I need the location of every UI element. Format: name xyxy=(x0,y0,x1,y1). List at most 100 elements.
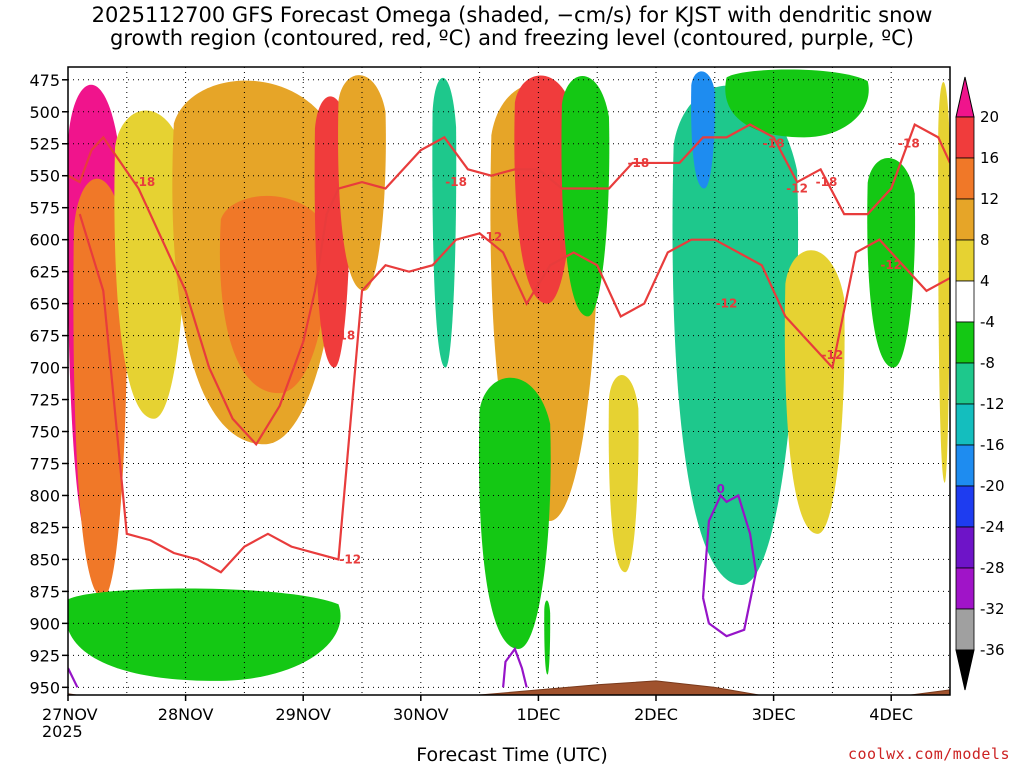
contour-freezing-0 xyxy=(68,667,79,688)
y-tick-label-575: 575 xyxy=(29,199,60,218)
colorbar-label-0: 20 xyxy=(980,108,999,126)
y-tick-label-950: 950 xyxy=(29,678,60,697)
y-tick-label-550: 550 xyxy=(29,167,60,186)
chart-title-line1: 2025112700 GFS Forecast Omega (shaded, −… xyxy=(91,3,933,27)
y-tick-label-625: 625 xyxy=(29,263,60,282)
omega-region-4 xyxy=(219,195,328,394)
contour-label-minus12-3: -12 xyxy=(786,182,808,196)
y-tick-label-525: 525 xyxy=(29,135,60,154)
y-tick-label-925: 925 xyxy=(29,646,60,665)
omega-region-2 xyxy=(114,110,187,419)
colorbar-box-10 xyxy=(955,526,975,569)
colorbar-label-12: -32 xyxy=(980,600,1005,618)
omega-region-10 xyxy=(561,75,610,317)
omega-region-18 xyxy=(68,588,341,681)
x-tick-sublabel-27NOV: 2025 xyxy=(42,722,83,741)
colorbar-box-2 xyxy=(955,198,975,241)
chart-title: 2025112700 GFS Forecast Omega (shaded, −… xyxy=(0,4,1024,50)
omega-region-13 xyxy=(691,71,715,189)
y-tick-label-475: 475 xyxy=(29,71,60,90)
colorbar-label-11: -28 xyxy=(980,559,1005,577)
colorbar-box-3 xyxy=(955,239,975,282)
y-tick-label-700: 700 xyxy=(29,359,60,378)
y-tick-label-500: 500 xyxy=(29,103,60,122)
contour-freezing-2 xyxy=(701,493,758,638)
colorbar-box-11 xyxy=(955,567,975,610)
y-tick-label-725: 725 xyxy=(29,391,60,410)
colorbar-box-8 xyxy=(955,444,975,487)
credit-link[interactable]: coolwx.com/models xyxy=(847,745,1010,763)
plot-frame xyxy=(67,66,951,696)
colorbar-label-6: -8 xyxy=(980,354,995,372)
y-tick-label-850: 850 xyxy=(29,550,60,569)
colorbar-bottom-arrow xyxy=(955,649,975,691)
contour-label-minus12-0: -12 xyxy=(339,552,361,566)
chart-title-line2: growth region (contoured, red, ºC) and f… xyxy=(110,26,914,50)
colorbar-box-1 xyxy=(955,157,975,200)
colorbar-box-4 xyxy=(955,280,975,323)
omega-region-12 xyxy=(672,85,799,586)
contour-label-minus18-2: -18 xyxy=(445,175,467,189)
y-tick-label-675: 675 xyxy=(29,327,60,346)
x-tick-label-2DEC: 2DEC xyxy=(634,705,678,724)
contour-dgz-minus12 xyxy=(78,213,950,574)
y-tick-label-600: 600 xyxy=(29,231,60,250)
omega-region-9 xyxy=(514,75,575,304)
contour-label-minus18-0: -18 xyxy=(134,175,156,189)
omega-region-7 xyxy=(432,77,457,368)
contour-label-minus12-5: -12 xyxy=(822,348,844,362)
colorbar-label-5: -4 xyxy=(980,313,995,331)
colorbar-box-6 xyxy=(955,362,975,405)
x-tick-label-3DEC: 3DEC xyxy=(752,705,796,724)
contour-label-minus12-4: -12 xyxy=(880,258,902,272)
colorbar-box-9 xyxy=(955,485,975,528)
colorbar-label-9: -20 xyxy=(980,477,1005,495)
colorbar-label-10: -24 xyxy=(980,518,1005,536)
omega-region-1 xyxy=(73,178,128,598)
contour-label-minus12-1: -12 xyxy=(481,230,503,244)
contour-label-minus18-3: -18 xyxy=(628,156,650,170)
colorbar-box-5 xyxy=(955,321,975,364)
y-tick-label-900: 900 xyxy=(29,614,60,633)
colorbar-box-12 xyxy=(955,608,975,651)
x-tick-label-1DEC: 1DEC xyxy=(517,705,561,724)
contour-freezing-1 xyxy=(502,646,528,688)
contour-label-minus18-1: -18 xyxy=(334,329,356,343)
y-tick-label-775: 775 xyxy=(29,454,60,473)
plot-area: -18 -18 -18 -18 -18 -18 -18 -12 -12 -12 -12 -12 -12 0 xyxy=(68,67,950,695)
contour-label-minus18-5: -18 xyxy=(816,175,838,189)
x-tick-label-28NOV: 28NOV xyxy=(158,705,214,724)
contour-label-minus18-4: -18 xyxy=(763,137,785,151)
x-tick-label-4DEC: 4DEC xyxy=(869,705,913,724)
colorbar-box-0 xyxy=(955,116,975,159)
colorbar-label-7: -12 xyxy=(980,395,1005,413)
omega-region-14 xyxy=(725,69,869,138)
contour-label-freezing: 0 xyxy=(717,482,725,496)
y-tick-label-875: 875 xyxy=(29,582,60,601)
y-tick-label-800: 800 xyxy=(29,486,60,505)
colorbar-box-7 xyxy=(955,403,975,446)
omega-region-19 xyxy=(478,377,551,649)
colorbar-label-13: -36 xyxy=(980,641,1005,659)
contour-dgz-minus18 xyxy=(68,122,950,447)
y-tick-label-825: 825 xyxy=(29,518,60,537)
colorbar-label-4: 4 xyxy=(980,272,990,290)
colorbar-label-8: -16 xyxy=(980,436,1005,454)
contour-label-minus18-6: -18 xyxy=(898,137,920,151)
y-tick-label-650: 650 xyxy=(29,295,60,314)
x-tick-label-30NOV: 30NOV xyxy=(393,705,449,724)
x-tick-label-29NOV: 29NOV xyxy=(275,705,331,724)
colorbar-label-1: 16 xyxy=(980,149,999,167)
omega-region-11 xyxy=(608,374,639,573)
x-axis-label: Forecast Time (UTC) xyxy=(416,744,608,766)
contour-label-minus12-2: -12 xyxy=(716,297,738,311)
colorbar-label-2: 12 xyxy=(980,190,999,208)
colorbar-top-arrow xyxy=(955,76,975,118)
x-tick-label-27NOV: 27NOV xyxy=(42,705,98,724)
terrain xyxy=(68,680,950,695)
colorbar-label-3: 8 xyxy=(980,231,990,249)
omega-region-20 xyxy=(544,600,551,675)
y-tick-label-750: 750 xyxy=(29,423,60,442)
omega-region-15 xyxy=(784,250,845,534)
